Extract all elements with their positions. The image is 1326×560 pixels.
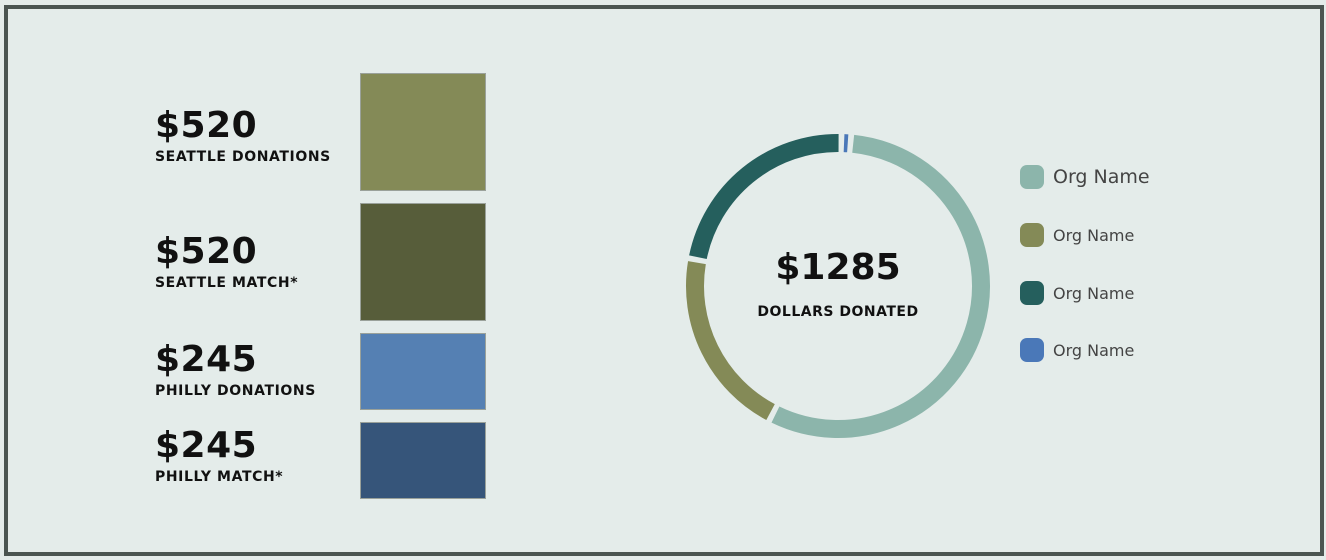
legend-item-3: Org Name bbox=[1020, 281, 1134, 305]
legend-swatch bbox=[1020, 223, 1044, 247]
legend-label: Org Name bbox=[1053, 340, 1135, 360]
stat-label: PHILLY MATCH* bbox=[155, 469, 284, 485]
legend-item-1: Org Name bbox=[1020, 165, 1150, 189]
donut-slice-3 bbox=[689, 134, 839, 260]
stat-label: SEATTLE MATCH* bbox=[155, 275, 299, 291]
legend-label: Org Name bbox=[1053, 225, 1135, 245]
dashboard-frame bbox=[4, 5, 1324, 556]
legend-swatch bbox=[1020, 165, 1044, 189]
donut-total: $1285 bbox=[775, 247, 901, 288]
swatch-seattle-match bbox=[360, 203, 486, 321]
donut-total-label: DOLLARS DONATED bbox=[757, 304, 919, 320]
legend-label: Org Name bbox=[1053, 283, 1135, 303]
stat-philly-match: $245 PHILLY MATCH* bbox=[155, 425, 284, 486]
donut-slice-2 bbox=[686, 261, 775, 421]
legend-swatch bbox=[1020, 338, 1044, 362]
stat-amount: $520 bbox=[155, 105, 258, 146]
legend-label: Org Name bbox=[1053, 166, 1150, 188]
donut-chart bbox=[686, 134, 990, 438]
stat-label: PHILLY DONATIONS bbox=[155, 383, 316, 399]
legend-item-2: Org Name bbox=[1020, 223, 1134, 247]
legend-swatch bbox=[1020, 281, 1044, 305]
swatch-philly-donations bbox=[360, 333, 486, 410]
stat-seattle-match: $520 SEATTLE MATCH* bbox=[155, 231, 299, 292]
stat-label: SEATTLE DONATIONS bbox=[155, 149, 331, 165]
stat-amount: $245 bbox=[155, 425, 258, 466]
swatch-philly-match bbox=[360, 422, 486, 499]
swatch-seattle-donations bbox=[360, 73, 486, 191]
stat-philly-donations: $245 PHILLY DONATIONS bbox=[155, 339, 316, 400]
stat-amount: $520 bbox=[155, 231, 258, 272]
stat-seattle-donations: $520 SEATTLE DONATIONS bbox=[155, 105, 331, 166]
donut-slice-1 bbox=[771, 134, 990, 438]
stat-amount: $245 bbox=[155, 339, 258, 380]
legend-item-4: Org Name bbox=[1020, 338, 1134, 362]
